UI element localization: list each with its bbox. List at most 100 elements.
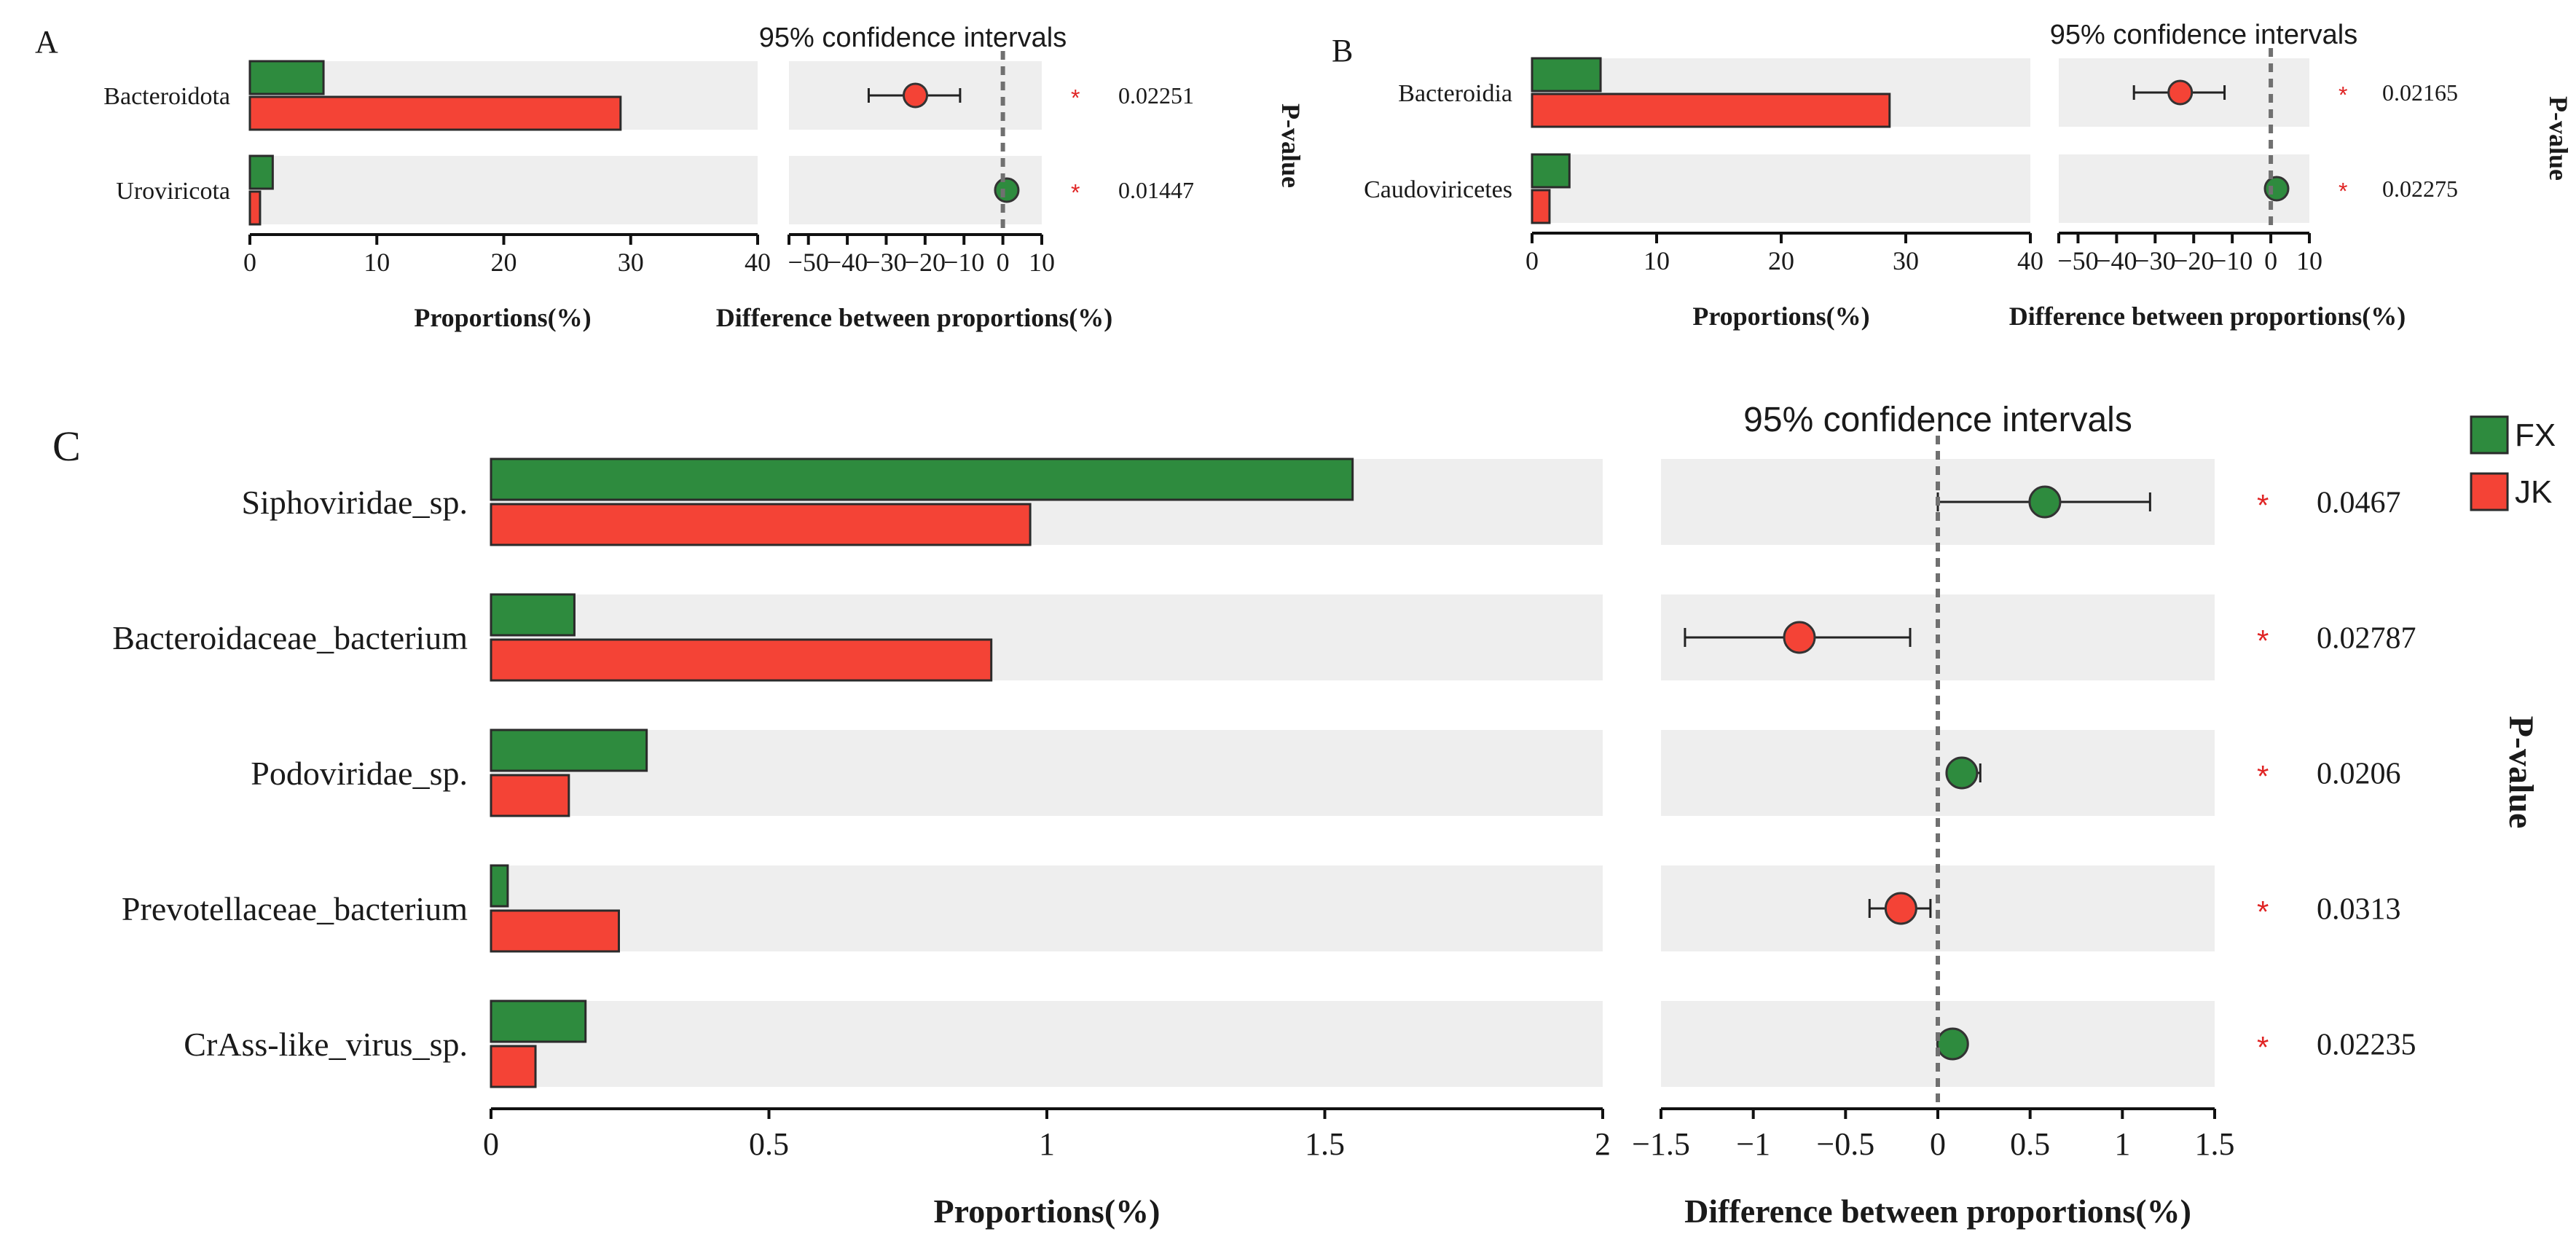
bar-fx — [490, 999, 587, 1043]
significance-star: * — [2257, 1030, 2269, 1064]
bar-jk — [1531, 189, 1551, 224]
tick-label: −1.5 — [1632, 1126, 1690, 1162]
category-label: Podoviridae_sp. — [251, 755, 468, 792]
chart-row: Uroviricota * 0.01447 — [116, 154, 1194, 226]
chart-row: Podoviridae_sp. * 0.0206 — [251, 728, 2401, 817]
p-value: 0.0206 — [2317, 758, 2401, 791]
panel-label: B — [1332, 33, 1353, 68]
ci-title: 95% confidence intervals — [759, 23, 1067, 53]
bar-jk — [490, 909, 620, 953]
panel-a: A Bacteroidota * 0.02251 Uroviricota * 0.01447… — [35, 23, 1305, 332]
tick-label: 10 — [1644, 246, 1670, 275]
tick-label: 0.5 — [2010, 1126, 2050, 1162]
p-value: 0.0467 — [2317, 487, 2401, 520]
diff-point — [1884, 892, 1917, 925]
bar-jk — [1531, 93, 1891, 128]
tick-label: −20 — [2173, 246, 2214, 275]
tick-label: 0 — [1930, 1126, 1946, 1162]
panel-b: B Bacteroidia * 0.02165 Caudoviricetes * 0.022… — [1332, 20, 2573, 331]
diff-point — [2028, 485, 2062, 519]
ci-title: 95% confidence intervals — [1743, 401, 2132, 439]
significance-star: * — [2257, 895, 2269, 929]
tick-label: 0 — [483, 1126, 499, 1162]
ci-title: 95% confidence intervals — [2050, 20, 2357, 50]
tick-label: 20 — [1768, 246, 1794, 275]
tick-label: 2 — [1595, 1126, 1611, 1162]
tick-label: 0.5 — [749, 1126, 789, 1162]
tick-label: 10 — [1029, 248, 1055, 277]
row-band-left — [491, 730, 1603, 816]
significance-star: * — [2339, 82, 2347, 108]
tick-label: −50 — [2057, 246, 2098, 275]
p-value-axis-title: P-value — [2502, 716, 2540, 829]
tick-label: 0 — [1525, 246, 1539, 275]
significance-star: * — [2257, 624, 2269, 658]
bar-fx — [248, 154, 274, 190]
p-value-axis-title: P-value — [2544, 96, 2573, 181]
significance-star: * — [2257, 759, 2269, 793]
tick-label: 30 — [1893, 246, 1919, 275]
bar-jk — [248, 190, 262, 226]
significance-star: * — [2257, 488, 2269, 522]
legend-swatch — [2470, 415, 2509, 455]
tick-label: −20 — [905, 248, 946, 277]
bar-fx — [490, 728, 648, 772]
p-value: 0.0313 — [2317, 893, 2401, 927]
significance-star: * — [1071, 85, 1080, 111]
x-axis-label-right: Difference between proportions(%) — [716, 303, 1113, 332]
tick-label: 40 — [745, 248, 771, 277]
diff-point — [994, 177, 1020, 203]
bar-jk — [248, 95, 622, 131]
category-label: Prevotellaceae_bacterium — [122, 890, 468, 927]
tick-label: 40 — [2017, 246, 2043, 275]
significance-star: * — [2339, 178, 2347, 204]
diff-point — [903, 82, 928, 109]
category-label: Bacteroidota — [103, 83, 230, 110]
panel-label: A — [35, 24, 58, 60]
tick-label: 1 — [2114, 1126, 2130, 1162]
category-label: CrAss-like_virus_sp. — [184, 1026, 468, 1063]
chart-row: Siphoviridae_sp. * 0.0467 — [242, 457, 2401, 546]
tick-label: 1 — [1039, 1126, 1055, 1162]
tick-label: 0 — [243, 248, 256, 277]
p-value: 0.02787 — [2317, 622, 2416, 656]
bar-jk — [490, 638, 993, 682]
tick-label: −50 — [788, 248, 829, 277]
panel-label: C — [52, 423, 81, 470]
tick-label: −40 — [2096, 246, 2137, 275]
row-band-left — [491, 865, 1603, 951]
tick-label: −40 — [827, 248, 868, 277]
tick-label: 1.5 — [1305, 1126, 1345, 1162]
legend: FX JK — [2470, 415, 2556, 511]
legend-swatch — [2470, 472, 2509, 511]
p-value: 0.01447 — [1118, 177, 1194, 203]
tick-label: −10 — [943, 248, 984, 277]
p-value-axis-title: P-value — [1276, 103, 1305, 188]
row-band-left — [491, 1001, 1603, 1087]
chart-row: Caudoviricetes * 0.02275 — [1364, 153, 2458, 224]
diff-point — [1945, 756, 1979, 790]
category-label: Bacteroidia — [1398, 80, 1512, 107]
diff-point — [2167, 79, 2194, 106]
tick-label: −0.5 — [1816, 1126, 1874, 1162]
category-label: Siphoviridae_sp. — [242, 484, 468, 521]
diff-point — [1783, 621, 1816, 654]
x-axis-label-left: Proportions(%) — [414, 303, 591, 332]
legend-label: FX — [2515, 417, 2556, 453]
bar-fx — [490, 593, 576, 637]
tick-label: 0 — [2264, 246, 2277, 275]
bar-fx — [490, 864, 509, 908]
chart-row: Bacteroidaceae_bacterium * 0.02787 — [112, 593, 2416, 682]
tick-label: 1.5 — [2195, 1126, 2235, 1162]
row-band-left — [250, 156, 758, 224]
p-value: 0.02275 — [2382, 176, 2458, 202]
bar-jk — [490, 774, 570, 817]
tick-label: 0 — [997, 248, 1010, 277]
row-band-right — [1661, 865, 2215, 951]
tick-label: −30 — [2135, 246, 2175, 275]
p-value: 0.02165 — [2382, 79, 2458, 106]
chart-row: CrAss-like_virus_sp. * 0.02235 — [184, 999, 2416, 1088]
tick-label: −10 — [2212, 246, 2253, 275]
bar-jk — [490, 1045, 537, 1088]
bar-fx — [248, 60, 325, 95]
